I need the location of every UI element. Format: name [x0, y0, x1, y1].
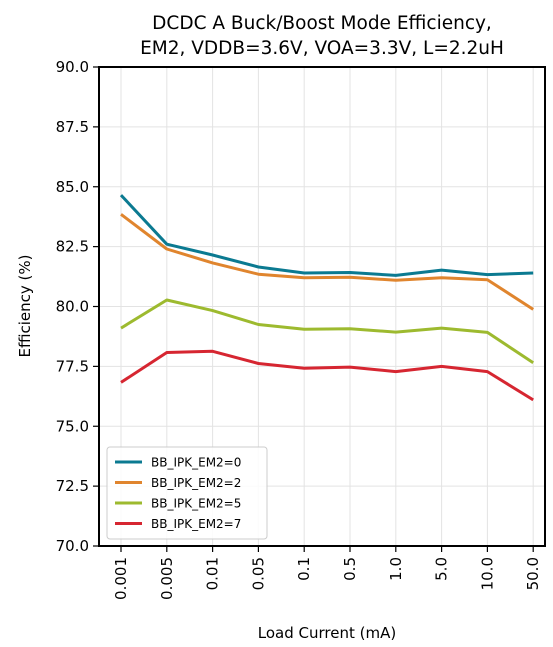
y-tick-label: 90.0 [56, 58, 89, 76]
x-tick-label: 0.001 [112, 557, 130, 600]
series-line-2 [120, 298, 535, 365]
y-tick-label: 87.5 [56, 118, 89, 136]
x-tick-label: 0.5 [341, 557, 359, 581]
x-tick-label: 10.0 [478, 557, 496, 590]
x-tick-label: 0.01 [204, 557, 222, 590]
series-lines [119, 194, 535, 402]
x-tick-label: 0.1 [295, 557, 313, 581]
y-tick-label: 85.0 [56, 178, 89, 196]
title-line-1: DCDC A Buck/Boost Mode Efficiency, [152, 13, 492, 34]
x-tick-label: 0.05 [249, 557, 267, 590]
legend-label-0: BB_IPK_EM2=0 [151, 456, 241, 470]
y-tick-label: 82.5 [56, 238, 89, 256]
y-tick-label: 77.5 [56, 357, 89, 375]
y-tick-label: 75.0 [56, 417, 89, 435]
y-axis-label: Efficiency (%) [16, 255, 34, 358]
legend-label-3: BB_IPK_EM2=7 [151, 517, 241, 531]
y-tick-label: 80.0 [56, 298, 89, 316]
x-tick-label: 5.0 [433, 557, 451, 581]
x-tick-label: 0.005 [158, 557, 176, 600]
y-tick-label: 70.0 [56, 537, 89, 555]
x-tick-label: 50.0 [524, 557, 542, 590]
series-line-1 [120, 213, 535, 311]
legend: BB_IPK_EM2=0 BB_IPK_EM2=2 BB_IPK_EM2=5 BB_I… [106, 446, 268, 540]
legend-label-2: BB_IPK_EM2=5 [151, 497, 241, 511]
chart-title: DCDC A Buck/Boost Mode Efficiency, EM2, … [140, 13, 504, 59]
series-line-3 [120, 349, 534, 402]
title-line-2: EM2, VDDB=3.6V, VOA=3.3V, L=2.2uH [140, 38, 504, 59]
x-axis: 0.001 0.005 0.01 0.05 0.1 0.5 1.0 5.0 10.0 50.0 [112, 546, 542, 600]
x-tick-label: 1.0 [387, 557, 405, 581]
series-line-0 [119, 194, 534, 277]
x-axis-label: Load Current (mA) [258, 624, 396, 642]
legend-label-1: BB_IPK_EM2=2 [151, 476, 241, 490]
y-tick-label: 72.5 [56, 477, 89, 495]
legend-box [106, 446, 268, 540]
y-axis: 70.0 72.5 75.0 77.5 80.0 82.5 85.0 87.5 90.0 [56, 58, 99, 555]
